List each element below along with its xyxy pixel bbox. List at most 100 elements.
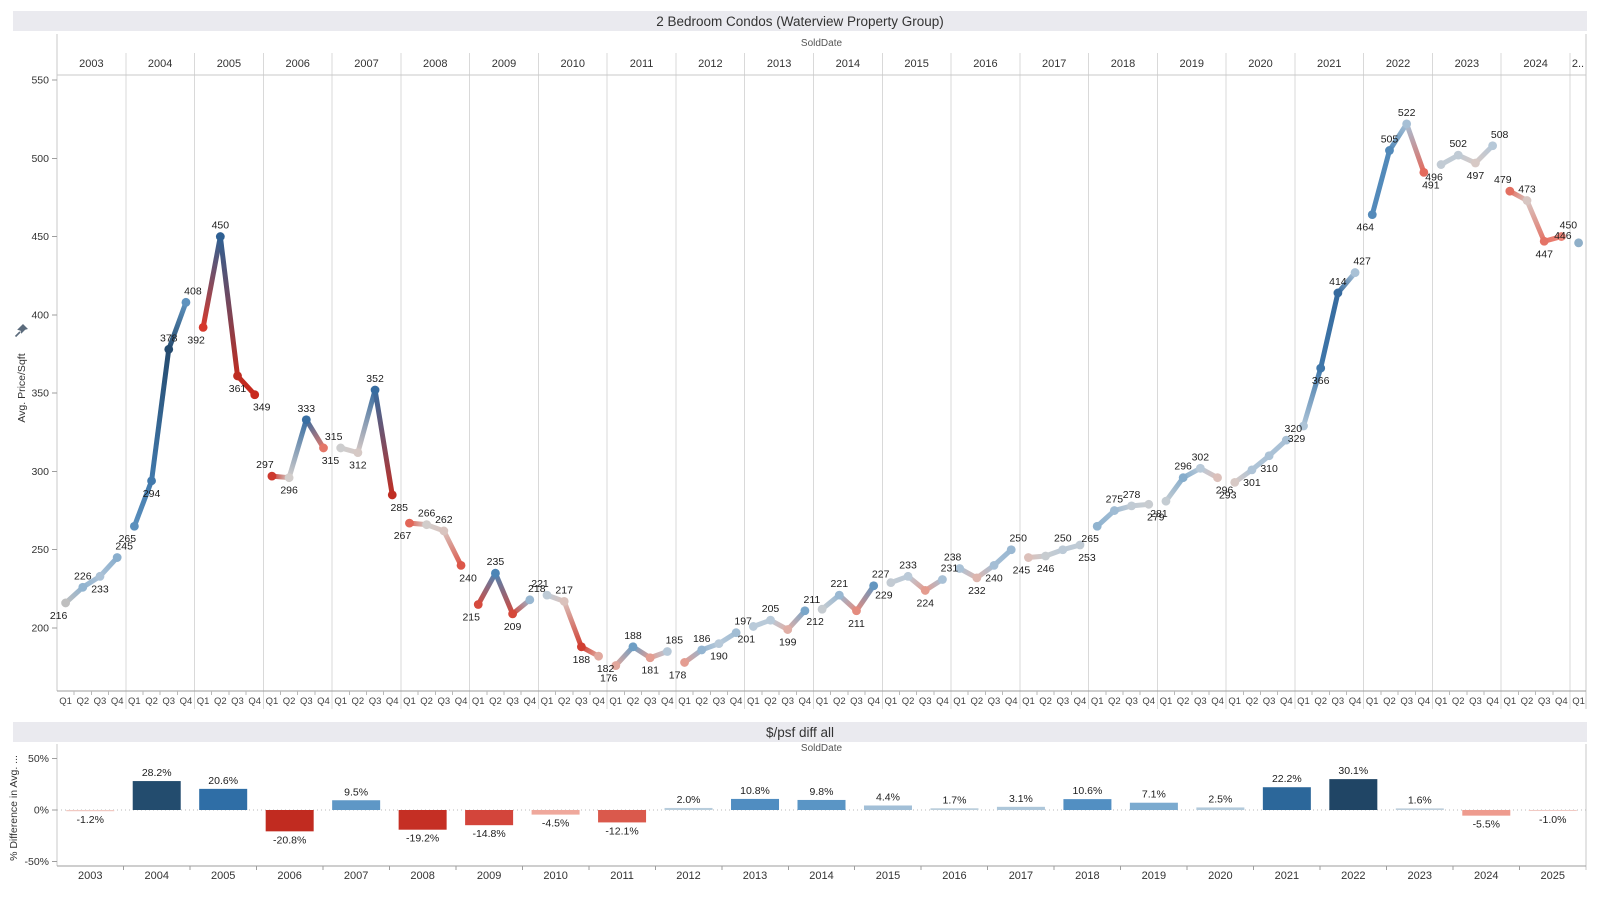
year-axis-label[interactable]: 2003 bbox=[78, 870, 102, 882]
data-point[interactable] bbox=[267, 471, 277, 481]
data-point[interactable] bbox=[525, 595, 535, 605]
year-axis-label[interactable]: 2006 bbox=[277, 870, 301, 882]
diff-bar[interactable] bbox=[1196, 807, 1245, 810]
data-point[interactable] bbox=[491, 568, 500, 578]
year-axis-label[interactable]: 2022 bbox=[1341, 870, 1365, 882]
data-point[interactable] bbox=[714, 639, 724, 649]
trend-segment[interactable] bbox=[372, 389, 395, 496]
quarter-label[interactable]: Q2 bbox=[489, 696, 502, 707]
quarter-label[interactable]: Q2 bbox=[76, 696, 89, 707]
year-axis-label[interactable]: 2017 bbox=[1009, 870, 1033, 882]
trend-segment[interactable] bbox=[217, 236, 241, 377]
quarter-label[interactable]: Q4 bbox=[936, 696, 949, 707]
year-axis-label[interactable]: 2019 bbox=[1142, 870, 1166, 882]
data-point[interactable] bbox=[766, 615, 775, 625]
quarter-label[interactable]: Q1 bbox=[816, 696, 829, 707]
quarter-label[interactable]: Q1 bbox=[885, 696, 898, 707]
data-point[interactable] bbox=[1006, 545, 1016, 555]
quarter-label[interactable]: Q2 bbox=[1246, 696, 1259, 707]
quarter-label[interactable]: Q1 bbox=[1503, 696, 1516, 707]
quarter-label[interactable]: Q3 bbox=[94, 696, 107, 707]
diff-bar[interactable] bbox=[1395, 808, 1444, 810]
quarter-label[interactable]: Q4 bbox=[1280, 696, 1293, 707]
diff-bar[interactable] bbox=[1063, 799, 1112, 810]
data-point[interactable] bbox=[1092, 521, 1102, 531]
quarter-label[interactable]: Q3 bbox=[300, 696, 313, 707]
year-axis-label[interactable]: 2018 bbox=[1075, 870, 1099, 882]
data-point[interactable] bbox=[112, 553, 122, 562]
diff-bar[interactable] bbox=[996, 806, 1045, 810]
data-point[interactable] bbox=[353, 448, 363, 458]
quarter-label[interactable]: Q1 bbox=[1572, 696, 1585, 707]
data-point[interactable] bbox=[1247, 465, 1257, 475]
year-axis-label[interactable]: 2014 bbox=[809, 870, 833, 882]
year-axis-label[interactable]: 2011 bbox=[610, 870, 634, 882]
diff-bar[interactable] bbox=[1129, 802, 1178, 810]
quarter-label[interactable]: Q2 bbox=[695, 696, 708, 707]
quarter-label[interactable]: Q3 bbox=[1469, 696, 1482, 707]
quarter-label[interactable]: Q4 bbox=[180, 696, 193, 707]
quarter-label[interactable]: Q2 bbox=[283, 696, 296, 707]
data-point[interactable] bbox=[1488, 141, 1498, 151]
data-point[interactable] bbox=[972, 573, 982, 583]
data-point[interactable] bbox=[628, 642, 638, 652]
diff-bar[interactable] bbox=[132, 781, 181, 810]
data-point[interactable] bbox=[1367, 210, 1377, 220]
data-point[interactable] bbox=[869, 581, 879, 591]
quarter-label[interactable]: Q3 bbox=[162, 696, 175, 707]
quarter-label[interactable]: Q3 bbox=[1125, 696, 1138, 707]
quarter-label[interactable]: Q4 bbox=[111, 696, 124, 707]
data-point[interactable] bbox=[1505, 186, 1515, 196]
quarter-label[interactable]: Q4 bbox=[799, 696, 812, 707]
diff-bar[interactable] bbox=[66, 810, 115, 812]
quarter-label[interactable]: Q1 bbox=[1366, 696, 1379, 707]
data-point[interactable] bbox=[1161, 496, 1171, 506]
year-axis-label[interactable]: 2025 bbox=[1541, 870, 1565, 882]
data-point[interactable] bbox=[61, 598, 70, 608]
quarter-label[interactable]: Q2 bbox=[214, 696, 227, 707]
trend-segment[interactable] bbox=[1369, 149, 1392, 216]
quarter-label[interactable]: Q3 bbox=[1263, 696, 1276, 707]
data-point[interactable] bbox=[559, 596, 569, 606]
quarter-label[interactable]: Q3 bbox=[438, 696, 451, 707]
quarter-label[interactable]: Q4 bbox=[1349, 696, 1362, 707]
quarter-label[interactable]: Q3 bbox=[781, 696, 794, 707]
quarter-label[interactable]: Q1 bbox=[1297, 696, 1310, 707]
data-point[interactable] bbox=[1557, 232, 1566, 241]
quarter-label[interactable]: Q4 bbox=[523, 696, 536, 707]
quarter-label[interactable]: Q2 bbox=[1383, 696, 1396, 707]
trend-segment[interactable] bbox=[200, 236, 223, 328]
data-point[interactable] bbox=[1385, 146, 1394, 155]
trend-segment[interactable] bbox=[476, 571, 498, 606]
quarter-label[interactable]: Q4 bbox=[1418, 696, 1431, 707]
data-point[interactable] bbox=[250, 390, 260, 400]
data-point[interactable] bbox=[1281, 435, 1291, 445]
diff-bar[interactable] bbox=[199, 788, 248, 810]
trend-segment[interactable] bbox=[441, 529, 464, 567]
data-point[interactable] bbox=[1539, 236, 1549, 246]
year-axis-label[interactable]: 2010 bbox=[543, 870, 567, 882]
quarter-label[interactable]: Q4 bbox=[592, 696, 605, 707]
data-point[interactable] bbox=[198, 322, 208, 332]
quarter-label[interactable]: Q4 bbox=[1555, 696, 1568, 707]
data-point[interactable] bbox=[78, 582, 88, 592]
quarter-label[interactable]: Q1 bbox=[747, 696, 760, 707]
data-point[interactable] bbox=[938, 575, 947, 584]
quarter-label[interactable]: Q3 bbox=[1400, 696, 1413, 707]
quarter-label[interactable]: Q3 bbox=[575, 696, 588, 707]
data-point[interactable] bbox=[662, 647, 672, 656]
data-point[interactable] bbox=[1041, 551, 1051, 561]
data-point[interactable] bbox=[1213, 473, 1222, 483]
quarter-label[interactable]: Q3 bbox=[231, 696, 244, 707]
quarter-label[interactable]: Q1 bbox=[1022, 696, 1035, 707]
quarter-label[interactable]: Q1 bbox=[472, 696, 485, 707]
data-point[interactable] bbox=[645, 653, 655, 663]
quarter-label[interactable]: Q2 bbox=[1177, 696, 1190, 707]
quarter-label[interactable]: Q3 bbox=[1538, 696, 1551, 707]
quarter-label[interactable]: Q2 bbox=[970, 696, 983, 707]
data-point[interactable] bbox=[1144, 499, 1154, 509]
quarter-label[interactable]: Q2 bbox=[1452, 696, 1465, 707]
trend-segment[interactable] bbox=[132, 479, 154, 528]
data-point[interactable] bbox=[233, 371, 242, 381]
quarter-label[interactable]: Q1 bbox=[541, 696, 554, 707]
